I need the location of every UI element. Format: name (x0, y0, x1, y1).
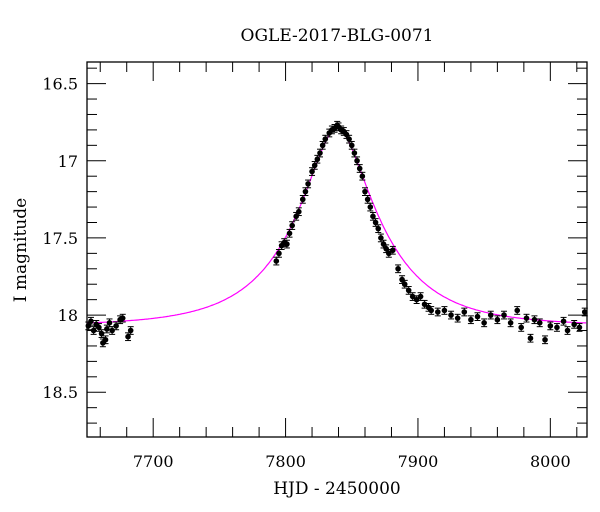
data-point (343, 131, 350, 138)
data-point (119, 315, 126, 321)
data-points (85, 120, 588, 348)
data-point (383, 245, 389, 252)
data-point (293, 213, 299, 220)
data-point (401, 281, 408, 288)
data-point (98, 330, 105, 337)
x-tick-label: 7700 (133, 452, 174, 471)
data-point (378, 235, 384, 241)
y-tick-label: 18 (58, 306, 78, 325)
data-point (317, 150, 323, 156)
data-point (302, 188, 309, 195)
data-point (309, 168, 315, 175)
data-point (106, 320, 113, 326)
data-point (367, 204, 374, 210)
data-point (364, 196, 371, 203)
data-point (311, 162, 318, 169)
data-point (102, 336, 109, 343)
data-point (560, 318, 567, 325)
data-point (109, 327, 115, 334)
data-point (348, 142, 355, 149)
data-point (501, 312, 507, 318)
data-point (468, 316, 474, 323)
data-point (276, 250, 282, 257)
data-point (305, 181, 311, 187)
data-point (284, 241, 290, 247)
y-tick-label: 17 (58, 152, 78, 171)
data-point (571, 321, 577, 328)
data-point (564, 327, 571, 334)
data-point (581, 309, 588, 315)
data-point (362, 188, 368, 195)
axis-ticks: 7700 7800 7900 8000 16.5 17 17.5 18 18.5 (42, 62, 587, 471)
data-point (417, 293, 424, 300)
data-point (375, 225, 382, 232)
data-point (481, 320, 487, 326)
x-axis-label: HJD - 2450000 (273, 479, 401, 499)
data-point (536, 320, 543, 326)
data-point (380, 241, 387, 247)
data-point (359, 173, 366, 179)
data-point (514, 307, 521, 314)
data-point (289, 222, 295, 229)
y-axis-label: I magnitude (11, 198, 31, 302)
data-point (125, 333, 131, 340)
data-point (428, 307, 434, 314)
model-curve (86, 128, 587, 324)
data-point (554, 324, 560, 331)
data-point (413, 296, 420, 303)
data-point (286, 230, 293, 237)
data-point (487, 312, 494, 318)
data-point (113, 323, 119, 329)
y-tick-label: 17.5 (42, 229, 78, 248)
data-point (96, 324, 102, 331)
data-point (576, 324, 583, 331)
data-point (523, 315, 530, 321)
x-tick-label: 7800 (265, 452, 306, 471)
data-point (372, 219, 379, 226)
data-point (354, 157, 360, 164)
data-point (127, 327, 134, 334)
data-point (319, 142, 326, 149)
data-point (296, 208, 302, 215)
data-point (547, 323, 554, 329)
plot-frame (86, 61, 588, 438)
data-point (389, 247, 396, 254)
data-point (386, 250, 392, 257)
data-point (346, 136, 352, 142)
data-point (409, 293, 416, 300)
data-point (474, 313, 481, 320)
data-point (448, 312, 454, 318)
data-point (90, 327, 97, 334)
data-point (542, 336, 548, 343)
data-point (435, 309, 441, 315)
x-tick-label: 8000 (530, 452, 571, 471)
data-point (527, 335, 534, 342)
data-point (370, 213, 376, 220)
x-tick-label: 7900 (398, 452, 439, 471)
data-point (531, 316, 538, 323)
data-point (299, 196, 306, 203)
data-point (494, 316, 501, 323)
y-tick-label: 18.5 (42, 383, 78, 402)
y-tick-label: 16.5 (42, 75, 78, 94)
data-point (461, 309, 468, 315)
data-point (395, 265, 401, 272)
data-point (507, 320, 514, 326)
data-point (273, 258, 280, 264)
data-point (441, 307, 448, 314)
data-point (104, 326, 110, 332)
data-point (454, 315, 461, 321)
data-point (322, 136, 329, 142)
data-point (88, 318, 94, 325)
data-point (314, 156, 321, 163)
data-point (518, 324, 525, 331)
chart-title: OGLE-2017-BLG-0071 (241, 26, 434, 46)
data-point (356, 165, 363, 172)
data-point (421, 301, 428, 308)
data-point (405, 287, 412, 294)
model-curve-group (86, 128, 587, 324)
data-point (351, 150, 358, 156)
data-point (399, 276, 405, 283)
